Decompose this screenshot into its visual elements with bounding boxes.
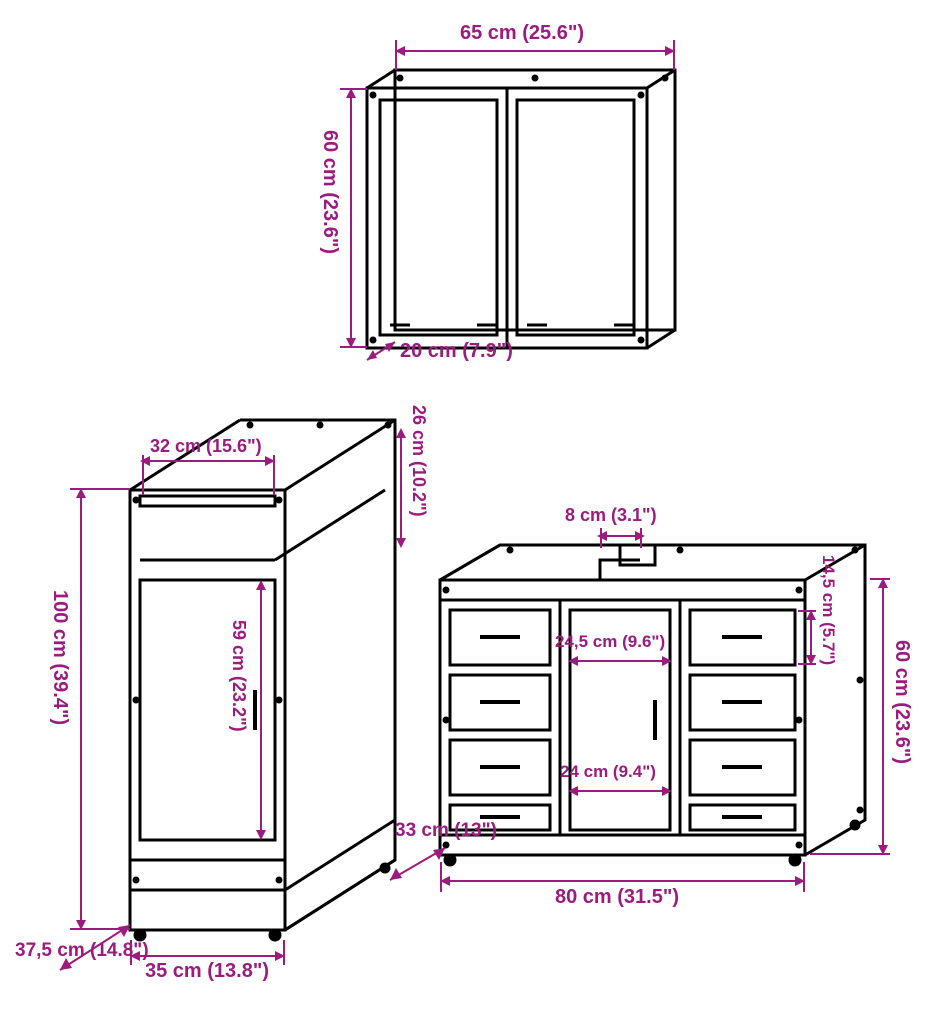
tall-cabinet [130,420,395,940]
dim-vanity-drawer-h: 14,5 cm (5.7") [818,555,838,665]
vanity-cabinet [440,545,865,865]
furniture-drawing [0,0,927,1020]
dim-tall-open-height: 26 cm (10.2") [408,405,429,517]
dim-tall-inner-width: 32 cm (15.6") [150,436,262,457]
dim-tall-height: 100 cm (39.4") [48,590,71,725]
dim-top-width: 65 cm (25.6") [460,22,584,45]
top-cabinet [367,70,675,348]
dim-vanity-depth: 33 cm (13") [395,820,497,842]
dim-top-depth: 20 cm (7.9") [400,340,513,363]
dim-vanity-notch: 8 cm (3.1") [565,505,657,526]
dim-vanity-width: 80 cm (31.5") [555,886,679,909]
dim-vanity-height: 60 cm (23.6") [890,640,913,764]
dim-tall-door-height: 59 cm (23.2") [228,620,249,732]
dim-top-height: 60 cm (23.6") [318,130,341,254]
dim-tall-depth: 37,5 cm (14.8") [15,940,149,962]
dim-tall-width: 35 cm (13.8") [145,960,269,983]
dim-vanity-drawer-w: 24 cm (9.4") [560,762,656,782]
dim-vanity-door-w: 24,5 cm (9.6") [555,632,665,652]
